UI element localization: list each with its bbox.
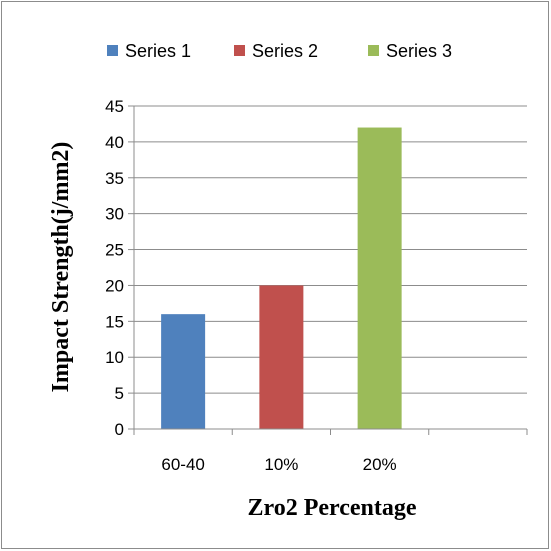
legend-swatch (368, 45, 379, 56)
y-axis-title: Impact Strength(j/mm2) (48, 142, 74, 393)
y-tick-label: 35 (105, 169, 124, 188)
bar-series-2 (259, 285, 304, 429)
y-tick-label: 0 (115, 420, 124, 439)
legend-label: Series 3 (386, 41, 452, 61)
y-tick-labels: 0 5 10 15 20 25 30 35 40 45 (105, 97, 124, 439)
x-tick-label: 10% (264, 455, 298, 474)
x-axis-title: Zro2 Percentage (247, 495, 416, 521)
legend-label: Series 1 (125, 41, 191, 61)
x-tick-label: 60-40 (161, 455, 204, 474)
y-tick-label: 25 (105, 241, 124, 260)
bar-series-1 (161, 314, 206, 429)
x-tick-labels: 60-40 10% 20% (161, 455, 396, 474)
bars (161, 127, 402, 430)
y-tick-label: 40 (105, 133, 124, 152)
legend-label: Series 2 (252, 41, 318, 61)
y-tick-label: 5 (115, 384, 124, 403)
y-tick-label: 10 (105, 348, 124, 367)
legend: Series 1 Series 2 Series 3 (107, 41, 452, 61)
y-tick-label: 45 (105, 97, 124, 116)
x-tick-label: 20% (363, 455, 397, 474)
legend-swatch (107, 45, 118, 56)
bar-series-3 (357, 127, 402, 430)
y-tick-label: 15 (105, 312, 124, 331)
legend-swatch (234, 45, 245, 56)
y-tick-label: 30 (105, 205, 124, 224)
y-tick-label: 20 (105, 276, 124, 295)
axes (128, 105, 528, 435)
